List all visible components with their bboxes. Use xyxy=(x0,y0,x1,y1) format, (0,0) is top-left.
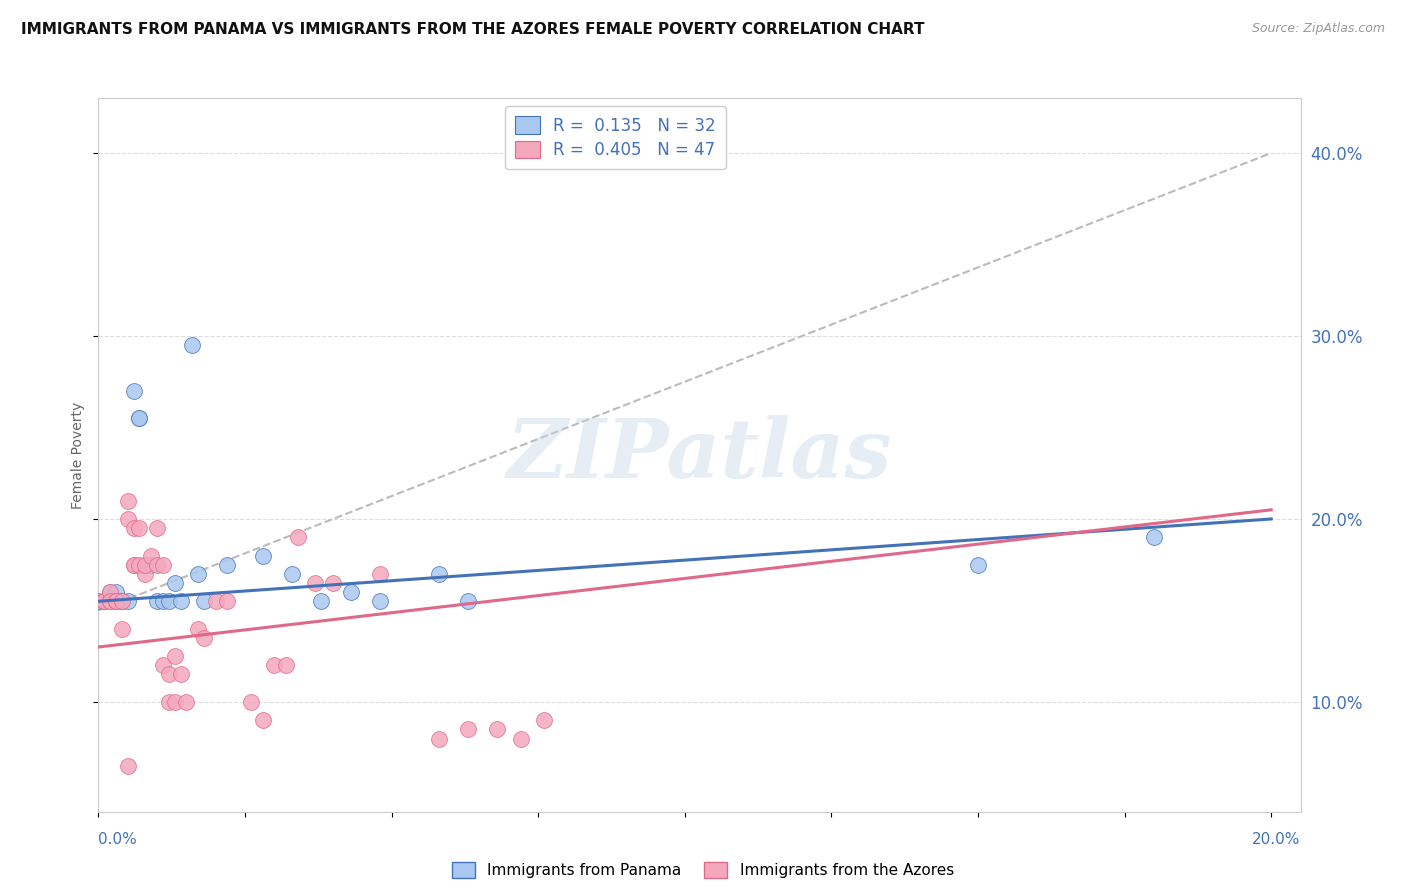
Text: 0.0%: 0.0% xyxy=(98,832,138,847)
Legend: R =  0.135   N = 32, R =  0.405   N = 47: R = 0.135 N = 32, R = 0.405 N = 47 xyxy=(505,106,725,169)
Text: ZIPatlas: ZIPatlas xyxy=(506,415,893,495)
Point xyxy=(93,594,115,608)
Point xyxy=(134,558,156,572)
Point xyxy=(176,695,198,709)
Point xyxy=(134,566,156,581)
Point xyxy=(309,594,332,608)
Point xyxy=(187,622,209,636)
Point xyxy=(157,594,180,608)
Point xyxy=(169,667,191,681)
Point xyxy=(252,549,274,563)
Point xyxy=(152,658,174,673)
Point xyxy=(111,622,134,636)
Point xyxy=(105,594,128,608)
Point xyxy=(533,713,555,727)
Point xyxy=(163,576,186,591)
Point xyxy=(427,566,450,581)
Point xyxy=(281,566,304,581)
Point xyxy=(128,411,150,425)
Point xyxy=(304,576,326,591)
Point xyxy=(98,594,121,608)
Point xyxy=(117,594,139,608)
Point xyxy=(274,658,297,673)
Point xyxy=(967,558,990,572)
Point xyxy=(204,594,226,608)
Point xyxy=(98,594,121,608)
Point xyxy=(339,585,361,599)
Point xyxy=(146,521,169,535)
Point xyxy=(193,631,215,645)
Point xyxy=(128,411,150,425)
Point xyxy=(181,338,204,352)
Point xyxy=(152,558,174,572)
Point xyxy=(111,594,134,608)
Point xyxy=(93,594,115,608)
Point xyxy=(217,558,239,572)
Point xyxy=(141,549,163,563)
Point xyxy=(368,594,391,608)
Point xyxy=(457,723,479,737)
Point xyxy=(117,512,139,526)
Point xyxy=(322,576,344,591)
Y-axis label: Female Poverty: Female Poverty xyxy=(72,401,86,508)
Point xyxy=(146,558,169,572)
Legend: Immigrants from Panama, Immigrants from the Azores: Immigrants from Panama, Immigrants from … xyxy=(446,856,960,884)
Point xyxy=(509,731,531,746)
Point xyxy=(122,521,145,535)
Point xyxy=(122,558,145,572)
Point xyxy=(239,695,262,709)
Point xyxy=(287,530,309,544)
Point xyxy=(122,558,145,572)
Point xyxy=(98,585,121,599)
Point xyxy=(217,594,239,608)
Point xyxy=(457,594,479,608)
Point xyxy=(111,594,134,608)
Point xyxy=(157,667,180,681)
Point xyxy=(117,493,139,508)
Point xyxy=(163,649,186,664)
Point xyxy=(93,594,115,608)
Text: IMMIGRANTS FROM PANAMA VS IMMIGRANTS FROM THE AZORES FEMALE POVERTY CORRELATION : IMMIGRANTS FROM PANAMA VS IMMIGRANTS FRO… xyxy=(21,22,925,37)
Point xyxy=(105,585,128,599)
Point xyxy=(98,585,121,599)
Point xyxy=(152,594,174,608)
Point xyxy=(141,558,163,572)
Point xyxy=(157,695,180,709)
Point xyxy=(193,594,215,608)
Text: 20.0%: 20.0% xyxy=(1253,832,1301,847)
Point xyxy=(368,566,391,581)
Point xyxy=(117,759,139,773)
Point xyxy=(87,594,110,608)
Point xyxy=(1143,530,1166,544)
Point xyxy=(105,594,128,608)
Point xyxy=(427,731,450,746)
Point xyxy=(163,695,186,709)
Point xyxy=(263,658,285,673)
Point xyxy=(122,384,145,398)
Point xyxy=(187,566,209,581)
Point xyxy=(105,594,128,608)
Point xyxy=(146,594,169,608)
Point xyxy=(169,594,191,608)
Point xyxy=(98,594,121,608)
Point xyxy=(486,723,509,737)
Point xyxy=(252,713,274,727)
Point xyxy=(128,558,150,572)
Point xyxy=(111,594,134,608)
Point xyxy=(134,558,156,572)
Text: Source: ZipAtlas.com: Source: ZipAtlas.com xyxy=(1251,22,1385,36)
Point xyxy=(128,521,150,535)
